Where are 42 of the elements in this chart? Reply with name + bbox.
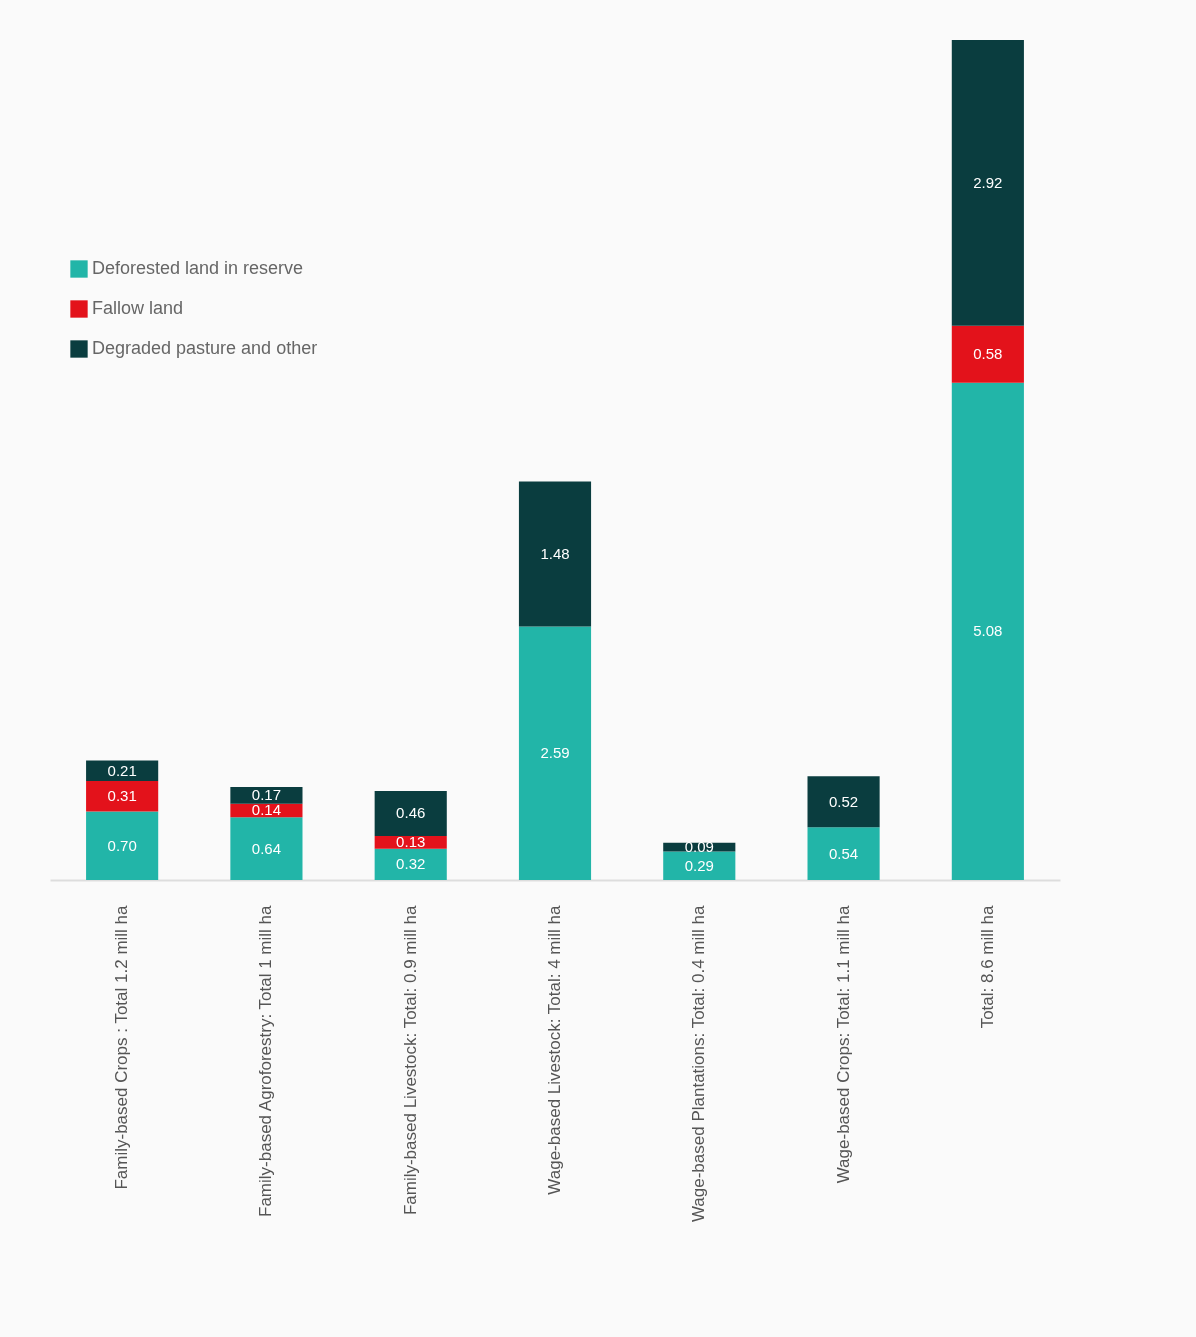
- bar: [86, 781, 159, 812]
- data-label: 0.54: [828, 844, 859, 862]
- data-label: 0.46: [396, 804, 426, 822]
- bar: [663, 851, 736, 880]
- data-label: 0.70: [107, 836, 137, 854]
- x-tick-label: Family-based Agroforestry: Total 1 mill ha: [256, 904, 276, 1217]
- data-label: 0.21: [107, 761, 137, 779]
- bar: [374, 790, 447, 836]
- bar: [230, 786, 303, 804]
- x-tick-label: Wage-based Plantations: Total: 0.4 mill ha: [689, 904, 709, 1223]
- x-tick-label: Family-based Crops : Total 1.2 mill ha: [112, 904, 132, 1190]
- bar: [951, 382, 1024, 880]
- data-label: 0.29: [684, 856, 714, 874]
- bar: [374, 848, 447, 880]
- legend-label: Fallow land: [92, 298, 184, 318]
- bar: [807, 827, 880, 880]
- data-label: 0.58: [973, 345, 1003, 363]
- legend-label: Degraded pasture and other: [92, 338, 318, 358]
- data-label: 5.08: [973, 622, 1003, 640]
- bar: [807, 776, 880, 828]
- legend-label: Deforested land in reserve: [92, 258, 304, 278]
- bar: [518, 626, 592, 880]
- data-label: 0.13: [396, 833, 426, 851]
- x-tick-label: Wage-based Crops: Total: 1.1 mill ha: [833, 904, 853, 1184]
- data-label: 0.17: [251, 786, 282, 804]
- x-tick-label: Family-based Livestock: Total: 0.9 mill ha: [400, 904, 420, 1216]
- data-label: 2.59: [540, 744, 570, 762]
- bar: [230, 817, 303, 880]
- data-label: 0.31: [107, 787, 137, 805]
- data-label: 0.32: [396, 855, 426, 873]
- bar: [86, 811, 159, 880]
- data-label: 0.14: [251, 801, 282, 819]
- bar: [951, 40, 1024, 326]
- data-label: 0.52: [828, 792, 859, 810]
- bar: [951, 325, 1024, 383]
- data-label: 0.09: [684, 838, 714, 856]
- x-tick-label: Wage-based Livestock: Total: 4 mill ha: [545, 904, 564, 1195]
- bar: [518, 481, 592, 627]
- data-label: 1.48: [540, 544, 570, 562]
- data-label: 0.64: [251, 839, 282, 857]
- x-tick-label: Total: 8.6 mill ha: [977, 904, 997, 1029]
- data-label: 2.92: [973, 173, 1003, 191]
